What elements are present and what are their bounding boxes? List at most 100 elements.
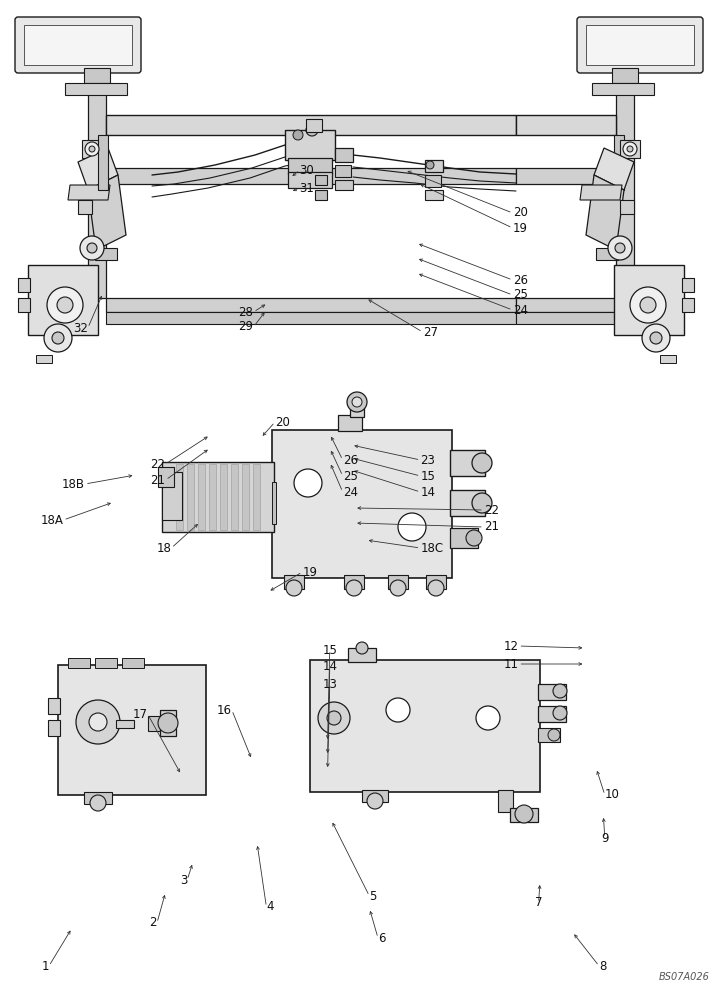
Bar [310,660,540,792]
Circle shape [627,146,633,152]
Bar [538,728,560,742]
Text: 21: 21 [150,474,166,487]
Circle shape [89,713,107,731]
Text: 20: 20 [275,416,290,428]
Text: 5: 5 [369,890,377,902]
Text: 10: 10 [605,788,620,802]
Bar [284,575,304,589]
Bar [335,148,353,162]
Circle shape [426,161,434,169]
Text: 27: 27 [423,326,438,338]
Circle shape [642,324,670,352]
Circle shape [650,332,662,344]
Circle shape [630,287,666,323]
Bar [516,298,616,312]
Circle shape [623,142,637,156]
Circle shape [44,324,72,352]
Circle shape [640,297,656,313]
Bar [425,190,443,200]
Bar [498,790,513,812]
Bar [187,464,194,530]
Bar [388,575,408,589]
Bar [516,168,616,184]
Bar [198,464,205,530]
Bar [450,528,478,548]
Circle shape [615,243,625,253]
Bar [612,68,638,83]
Polygon shape [586,175,624,250]
Bar [78,200,92,214]
Bar [510,808,538,822]
Circle shape [553,684,567,698]
Text: 20: 20 [513,207,528,220]
Text: 1: 1 [42,960,49,972]
Bar [58,665,206,795]
Text: BS07A026: BS07A026 [659,972,710,982]
Bar [253,464,260,530]
Text: 2: 2 [150,916,157,930]
Circle shape [390,580,406,596]
Circle shape [293,130,303,140]
Bar [614,265,684,335]
Circle shape [367,793,383,809]
Bar [122,658,144,668]
Circle shape [80,236,104,260]
Bar [350,400,364,417]
Bar [176,464,183,530]
Bar [660,355,676,363]
Circle shape [476,706,500,730]
Bar [106,312,516,324]
Bar [450,450,485,476]
Text: 15: 15 [420,470,436,483]
Circle shape [87,243,97,253]
Bar [682,298,694,312]
Circle shape [286,580,302,596]
Bar [272,430,452,578]
Circle shape [47,287,83,323]
Text: 9: 9 [601,832,608,844]
Bar [348,648,376,662]
Text: 22: 22 [150,458,166,471]
Circle shape [306,124,318,136]
Bar [48,698,60,714]
Circle shape [89,146,95,152]
Circle shape [386,698,410,722]
Text: 23: 23 [420,454,436,466]
Bar [28,265,98,335]
Text: 24: 24 [513,304,528,316]
Bar [425,160,443,172]
Circle shape [548,729,560,741]
Circle shape [553,706,567,720]
Circle shape [76,700,120,744]
Bar [220,464,227,530]
Bar [68,658,90,668]
Text: 18: 18 [156,542,171,554]
Bar [306,119,322,132]
Text: 6: 6 [378,932,385,944]
Text: 14: 14 [323,660,337,674]
Bar [158,467,174,487]
Bar [288,172,332,188]
Circle shape [327,711,341,725]
Text: 24: 24 [343,486,358,498]
Polygon shape [78,148,118,190]
Bar [315,175,327,185]
Bar [426,575,446,589]
Text: 22: 22 [484,504,499,516]
FancyBboxPatch shape [577,17,703,73]
Text: 4: 4 [266,900,274,914]
Bar [538,706,566,722]
Bar [682,278,694,292]
Bar [95,658,117,668]
Bar [592,83,654,95]
Circle shape [352,397,362,407]
Circle shape [398,513,426,541]
Bar [48,720,60,736]
Text: 12: 12 [503,640,518,652]
Bar [24,25,132,65]
Bar [95,248,117,260]
Bar [106,298,516,312]
Bar [425,175,441,187]
Text: 19: 19 [513,222,528,234]
Bar [106,115,516,135]
